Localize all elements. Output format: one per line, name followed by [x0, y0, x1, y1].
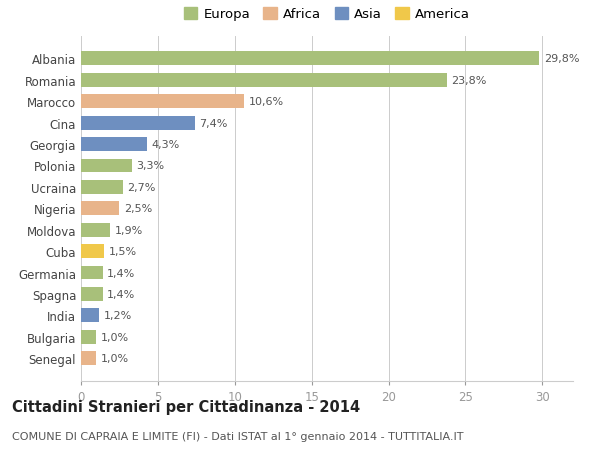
Text: 4,3%: 4,3% — [152, 140, 180, 150]
Text: 1,9%: 1,9% — [115, 225, 143, 235]
Text: 7,4%: 7,4% — [199, 118, 228, 129]
Bar — [81, 180, 122, 195]
Bar — [81, 52, 539, 66]
Bar — [81, 117, 195, 130]
Bar — [81, 138, 147, 152]
Text: 1,4%: 1,4% — [107, 289, 136, 299]
Text: 10,6%: 10,6% — [248, 97, 284, 107]
Bar — [81, 287, 103, 301]
Bar — [81, 266, 103, 280]
Bar — [81, 330, 97, 344]
Bar — [81, 95, 244, 109]
Text: COMUNE DI CAPRAIA E LIMITE (FI) - Dati ISTAT al 1° gennaio 2014 - TUTTITALIA.IT: COMUNE DI CAPRAIA E LIMITE (FI) - Dati I… — [12, 431, 464, 442]
Bar — [81, 74, 447, 88]
Text: Cittadini Stranieri per Cittadinanza - 2014: Cittadini Stranieri per Cittadinanza - 2… — [12, 399, 360, 414]
Text: 1,0%: 1,0% — [101, 332, 129, 342]
Legend: Europa, Africa, Asia, America: Europa, Africa, Asia, America — [178, 3, 476, 27]
Text: 2,7%: 2,7% — [127, 183, 155, 192]
Bar — [81, 223, 110, 237]
Bar — [81, 245, 104, 258]
Bar — [81, 352, 97, 365]
Text: 29,8%: 29,8% — [544, 54, 579, 64]
Text: 23,8%: 23,8% — [452, 76, 487, 86]
Bar — [81, 159, 132, 173]
Text: 1,0%: 1,0% — [101, 353, 129, 364]
Text: 1,4%: 1,4% — [107, 268, 136, 278]
Text: 1,5%: 1,5% — [109, 246, 137, 257]
Bar — [81, 202, 119, 216]
Bar — [81, 309, 100, 323]
Text: 2,5%: 2,5% — [124, 204, 152, 214]
Text: 1,2%: 1,2% — [104, 311, 133, 321]
Text: 3,3%: 3,3% — [136, 161, 164, 171]
